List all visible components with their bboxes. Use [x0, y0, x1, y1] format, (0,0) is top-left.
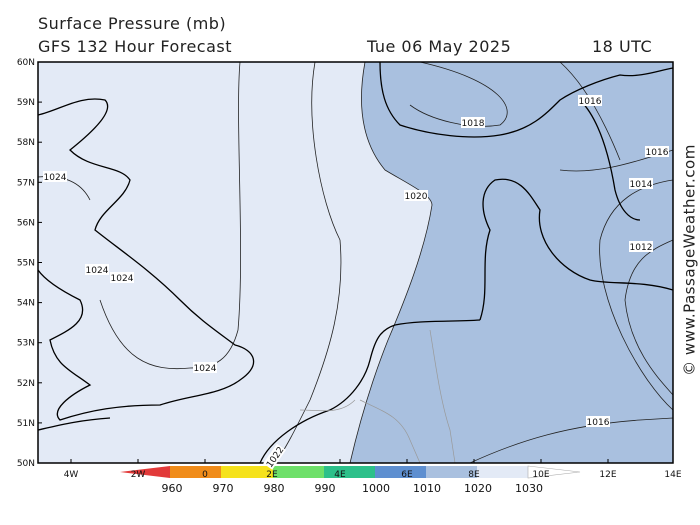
- title: Surface Pressure (mb): [38, 14, 226, 33]
- isobar-label-bg: [85, 264, 109, 275]
- isobar-label-text: 1014: [630, 180, 653, 190]
- isobar-label: 1012: [629, 241, 653, 253]
- lat-label: 53N: [17, 339, 35, 349]
- isobar-label-bg: [629, 178, 653, 189]
- isobar-label-text: 1018: [462, 119, 485, 129]
- lon-label: 0: [202, 470, 208, 480]
- colorbar-segment: [477, 466, 528, 478]
- pressure-zone: [350, 62, 673, 463]
- isobar-label-text: 1016: [646, 148, 669, 158]
- lon-label: 4W: [64, 470, 79, 480]
- colorbar-segment: [426, 466, 477, 478]
- lat-label: 60N: [17, 58, 35, 68]
- isobar-label-bg: [629, 241, 653, 252]
- isobar-label: 1018: [461, 117, 485, 129]
- map: [37, 61, 674, 464]
- lon-label: 8E: [468, 470, 480, 480]
- colorbar-segment: [221, 466, 273, 478]
- isobar-label-text: 1024: [111, 274, 134, 284]
- colorbar-label: 1000: [362, 482, 390, 495]
- lat-label: 59N: [17, 98, 35, 108]
- colorbar-label: 960: [162, 482, 183, 495]
- lat-label: 55N: [17, 259, 35, 269]
- isobar-label-bg: [645, 146, 669, 157]
- isobar-label: 1014: [629, 178, 653, 190]
- isobar-label: 1016: [578, 95, 602, 107]
- colorbar-label: 990: [315, 482, 336, 495]
- colorbar-segment: [324, 466, 375, 478]
- colorbar-label: 1020: [464, 482, 492, 495]
- subtitle: GFS 132 Hour Forecast: [38, 37, 232, 56]
- lon-label: 12E: [599, 470, 616, 480]
- lat-label: 52N: [17, 379, 35, 389]
- lon-label: 6E: [401, 470, 413, 480]
- isobar-label-bg: [43, 171, 67, 182]
- lat-label: 51N: [17, 419, 35, 429]
- colorbar-label: 970: [213, 482, 234, 495]
- lon-label: 14E: [664, 470, 681, 480]
- lat-label: 50N: [17, 459, 35, 469]
- coastlines: [37, 61, 674, 464]
- colorbar-high-arrow: [527, 465, 581, 479]
- colorbar-segment: [375, 466, 426, 478]
- lat-label: 57N: [17, 178, 35, 188]
- lon-label: 10E: [532, 470, 549, 480]
- isobar-label-bg: [586, 416, 610, 427]
- lon-label: 2E: [266, 470, 278, 480]
- time: 18 UTC: [592, 37, 652, 56]
- isobar-label-text: 1024: [194, 364, 217, 374]
- isobar-label-bg: [193, 362, 217, 373]
- isobar-label-text: 1024: [44, 173, 67, 183]
- colorbar-low-arrow: [120, 466, 170, 478]
- lon-label: 2W: [131, 470, 146, 480]
- isobar-label: 1016: [645, 146, 669, 158]
- isobar-label-bg: [461, 117, 485, 128]
- colorbar-segment: [170, 466, 221, 478]
- colorbar-label: 1010: [413, 482, 441, 495]
- lon-label: 4E: [334, 470, 346, 480]
- lat-label: 56N: [17, 218, 35, 228]
- isobar-label-bg: [263, 443, 286, 470]
- isobar-label: 1024: [85, 264, 109, 276]
- isobar-label-bg: [578, 95, 602, 106]
- colorbar-label: 1030: [515, 482, 543, 495]
- isobar-label: 1020: [404, 190, 428, 202]
- isobar-label: 1016: [586, 416, 610, 428]
- colorbar-label: 980: [264, 482, 285, 495]
- isobar-label-bg: [110, 272, 134, 283]
- isobar-label-text: 1016: [579, 97, 602, 107]
- date: Tue 06 May 2025: [366, 37, 511, 56]
- isobar-label-text: 1016: [587, 418, 610, 428]
- lat-label: 54N: [17, 299, 35, 309]
- isobar-label: 1024: [193, 362, 217, 374]
- colorbar: [120, 465, 581, 479]
- isobar-label-text: 1020: [405, 192, 428, 202]
- colorbar-segment: [273, 466, 324, 478]
- isobar-label: 1024: [43, 171, 67, 183]
- borders: [299, 329, 456, 464]
- lat-label: 58N: [17, 138, 35, 148]
- isobar-label-text: 1024: [86, 266, 109, 276]
- isobar-label-bg: [404, 190, 428, 201]
- isobar-label: 1024: [110, 272, 134, 284]
- isobar-label-text: 1012: [630, 243, 653, 253]
- watermark: © www.PassageWeather.com: [681, 144, 699, 376]
